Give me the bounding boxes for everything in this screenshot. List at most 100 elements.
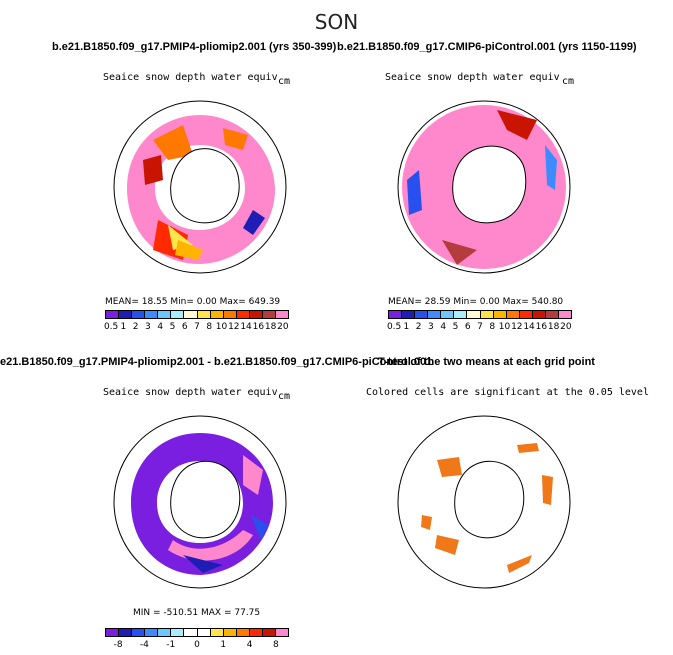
colorbar-tick-label: 5 — [452, 322, 459, 332]
colorbar-tick-label: 16 — [535, 322, 548, 332]
colorbar-swatch — [415, 311, 429, 318]
colorbar-tick-label: 1 — [403, 322, 410, 332]
ttest-heading: T-test of the two means at each grid poi… — [378, 356, 595, 368]
colorbar-swatch — [223, 629, 237, 636]
panel-4-significant-cells — [421, 515, 432, 530]
colorbar-tick-label: 6 — [181, 322, 188, 332]
colorbar-swatch — [132, 311, 146, 318]
panel-1-colorbar — [105, 310, 289, 319]
colorbar-tick-label: 2 — [132, 322, 139, 332]
colorbar-tick-label: 8 — [489, 322, 496, 332]
colorbar-swatch — [223, 311, 237, 318]
page-title: SON — [314, 10, 359, 34]
colorbar-swatch — [428, 311, 442, 318]
panel-1-snow-patch — [153, 125, 193, 160]
colorbar-tick-label: 1 — [120, 322, 127, 332]
colorbar-swatch — [171, 629, 185, 636]
colorbar-tick-label: 0 — [194, 640, 200, 650]
colorbar-tick-label: 14 — [240, 322, 252, 332]
colorbar-tick-label: 4 — [246, 640, 253, 650]
colorbar-swatch — [210, 311, 224, 318]
colorbar-swatch — [171, 311, 185, 318]
colorbar-tick-label: 12 — [228, 322, 240, 332]
panel-1-snow-patch — [243, 210, 265, 235]
colorbar-swatch — [236, 629, 250, 636]
panel-2-colorbar — [388, 310, 572, 319]
panel-2-antarctica — [452, 145, 527, 224]
panel-4-significant-cells — [437, 457, 462, 477]
colorbar-swatch — [184, 311, 198, 318]
colorbar-tick-label: 0.5 — [386, 322, 402, 332]
panel-1-map-border — [113, 100, 287, 274]
panel-3-colorbar-ticks: -8 -4 -1 0 1 4 8 — [105, 640, 289, 652]
panel-3-unit: cm — [278, 391, 291, 402]
colorbar-swatch — [389, 311, 403, 318]
panel-2-unit: cm — [562, 76, 575, 87]
panel-3-label: Seaice snow depth water equiv — [103, 387, 278, 398]
panel-1-map — [113, 100, 287, 274]
colorbar-swatch — [276, 629, 289, 636]
colorbar-tick-label: 7 — [477, 322, 483, 332]
panel-1-snow-patch — [223, 128, 248, 150]
colorbar-tick-label: 4 — [440, 322, 447, 332]
colorbar-swatch — [145, 629, 159, 636]
colorbar-tick-label: 4 — [157, 322, 164, 332]
panel-1-label: Seaice snow depth water equiv — [103, 72, 278, 83]
colorbar-swatch — [236, 311, 250, 318]
panel-2-snow-patch — [497, 110, 537, 140]
colorbar-swatch — [454, 311, 468, 318]
colorbar-swatch — [467, 311, 481, 318]
colorbar-tick-label: 12 — [511, 322, 523, 332]
colorbar-tick-label: 16 — [252, 322, 265, 332]
colorbar-swatch — [132, 629, 146, 636]
panel-3-difference-patch — [243, 455, 263, 495]
colorbar-tick-label: 20 — [560, 322, 572, 332]
colorbar-swatch — [197, 311, 211, 318]
colorbar-tick-label: 2 — [415, 322, 422, 332]
colorbar-tick-label: 10 — [215, 322, 228, 332]
colorbar-swatch — [262, 311, 277, 318]
colorbar-swatch — [532, 311, 546, 318]
difference-heading: e21.B1850.f09_g17.PMIP4-pliomip2.001 - b… — [0, 356, 433, 368]
colorbar-swatch — [184, 629, 198, 636]
panel-2-label: Seaice snow depth water equiv — [385, 72, 560, 83]
colorbar-swatch — [145, 311, 159, 318]
panel-2-map — [397, 100, 571, 274]
panel-4-map-border — [397, 415, 571, 589]
colorbar-swatch — [119, 311, 133, 318]
colorbar-swatch — [249, 311, 263, 318]
colorbar-tick-label: 14 — [523, 322, 535, 332]
panel-2-colorbar-ticks: 0.5 1 2 3 4 5 6 7 8 10 12 14 16 18 20 — [386, 322, 572, 334]
colorbar-tick-label: 5 — [169, 322, 176, 332]
colorbar-swatch — [158, 629, 172, 636]
colorbar-tick-label: 18 — [547, 322, 560, 332]
colorbar-tick-label: 3 — [428, 322, 434, 332]
panel-3-difference-patch — [183, 555, 223, 573]
colorbar-swatch — [158, 311, 172, 318]
panel-3-stats: MIN = -510.51 MAX = 77.75 — [133, 608, 261, 618]
panel-4-significant-cells — [542, 475, 553, 505]
colorbar-swatch — [249, 629, 263, 636]
panel-3-colorbar — [105, 628, 289, 637]
colorbar-swatch — [262, 629, 277, 636]
panel-1-snow-patch — [175, 240, 203, 260]
colorbar-swatch — [210, 629, 224, 636]
panel-1-heading: b.e21.B1850.f09_g17.PMIP4-pliomip2.001 (… — [52, 41, 337, 53]
colorbar-tick-label: 8 — [272, 640, 279, 650]
colorbar-swatch — [441, 311, 455, 318]
panel-2-snow-patch — [407, 170, 422, 215]
colorbar-swatch — [106, 629, 120, 636]
panel-4-antarctica — [454, 460, 525, 539]
colorbar-swatch — [119, 629, 133, 636]
colorbar-tick-label: -4 — [139, 640, 149, 650]
panel-3-map — [113, 415, 287, 589]
colorbar-swatch — [480, 311, 494, 318]
colorbar-swatch — [545, 311, 560, 318]
colorbar-swatch — [493, 311, 507, 318]
panel-1-unit: cm — [278, 76, 291, 87]
panel-3-difference-patch — [168, 530, 253, 561]
panel-3-difference-patch — [251, 515, 268, 540]
panel-1-snow-patch — [143, 155, 163, 185]
panel-2-snow-patch — [442, 240, 477, 265]
colorbar-swatch — [276, 311, 289, 318]
